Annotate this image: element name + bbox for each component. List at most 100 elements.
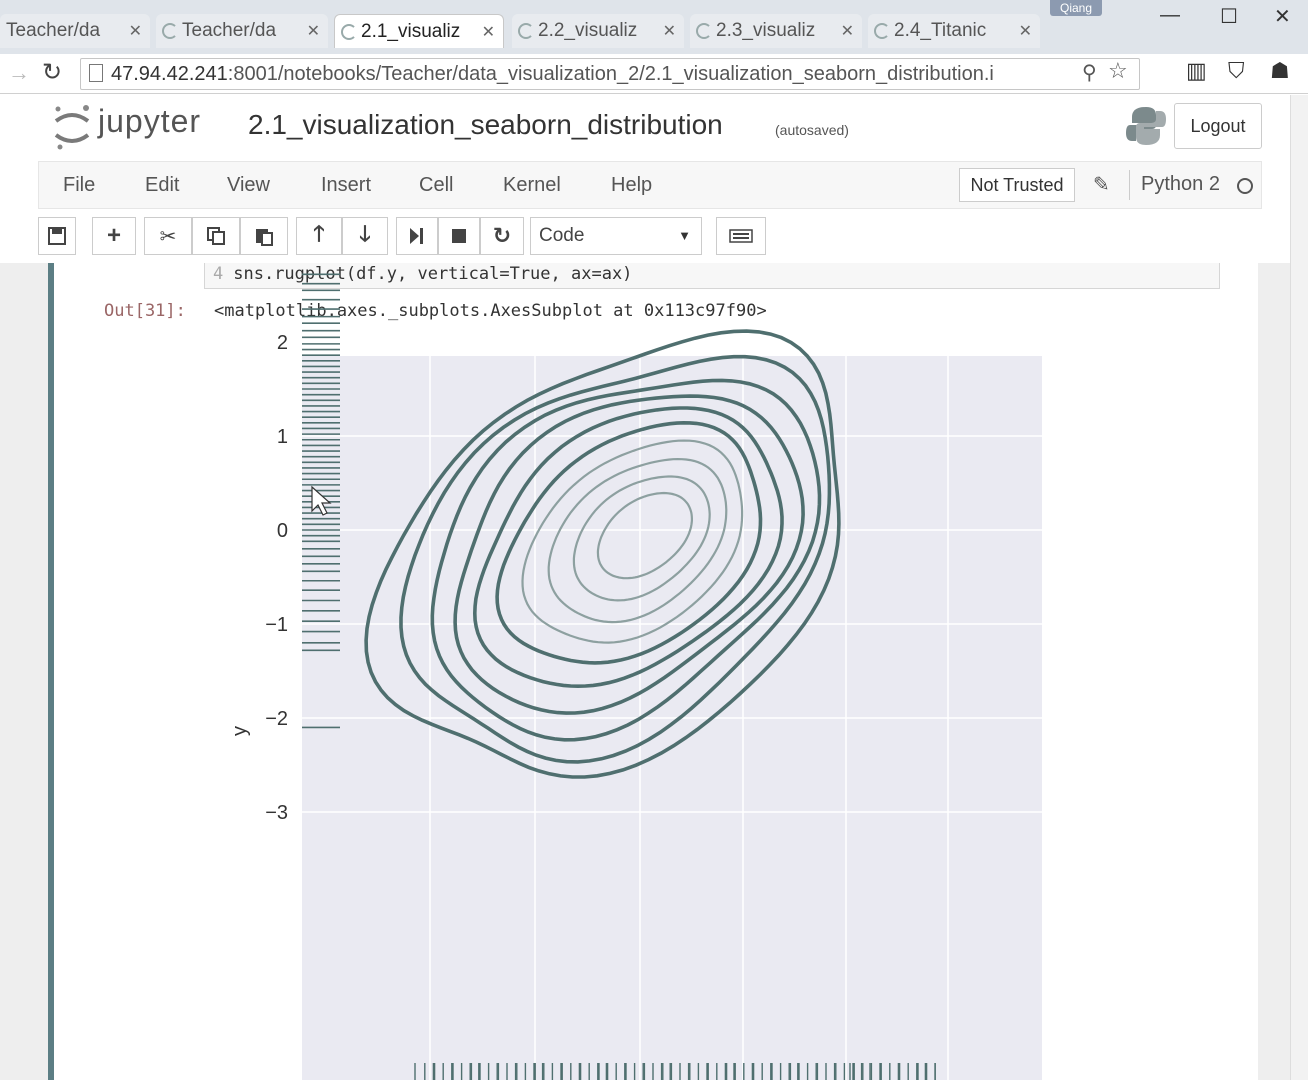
- browser-tab-label: Teacher/da: [182, 20, 277, 41]
- kde-contour: [399, 354, 832, 764]
- cell-type-select[interactable]: Code ▼: [530, 217, 702, 255]
- browser-tab-1[interactable]: Teacher/da ✕: [0, 14, 150, 48]
- scissors-icon: ✂: [159, 225, 177, 248]
- paste-button[interactable]: [240, 217, 288, 255]
- run-icon: [410, 228, 423, 244]
- address-bar[interactable]: 47.94.42.241:8001/notebooks/Teacher/data…: [80, 58, 1140, 90]
- restart-button[interactable]: ↻: [480, 217, 524, 255]
- kde-contour: [596, 491, 693, 580]
- jupyter-logo-icon[interactable]: [50, 103, 94, 151]
- close-icon[interactable]: ✕: [1018, 23, 1032, 40]
- not-trusted-button[interactable]: Not Trusted: [959, 168, 1075, 202]
- page-scrollbar[interactable]: [1290, 95, 1308, 1080]
- close-icon[interactable]: ✕: [840, 23, 854, 40]
- url-path: :8001/notebooks/Teacher/data_visualizati…: [227, 63, 994, 85]
- autosave-status: (autosaved): [775, 122, 849, 138]
- y-tick-label: 0: [277, 520, 288, 542]
- logout-button[interactable]: Logout: [1174, 103, 1262, 149]
- menu-insert[interactable]: Insert: [321, 174, 372, 196]
- menu-cell[interactable]: Cell: [419, 174, 454, 196]
- loading-icon: [341, 24, 357, 40]
- grid-layer: [302, 356, 1042, 1080]
- kde-contour: [495, 420, 763, 665]
- tick-layer: 43210−1−2−3: [265, 332, 288, 824]
- run-button[interactable]: [396, 217, 438, 255]
- code-line: sns.rugplot(df.y, vertical=True, ax=ax): [233, 264, 633, 284]
- menu-kernel[interactable]: Kernel: [503, 174, 561, 196]
- user-badge[interactable]: Qiang: [1050, 0, 1102, 16]
- menu-view[interactable]: View: [227, 174, 270, 196]
- arrow-up-icon: 🡑: [313, 221, 325, 246]
- pencil-icon[interactable]: ✎: [1093, 174, 1110, 196]
- kde-contour: [430, 378, 822, 742]
- kde-contour: [547, 457, 728, 624]
- loading-icon: [162, 23, 178, 39]
- browser-tab-6[interactable]: 2.4_Titanic ✕: [868, 14, 1040, 48]
- jupyter-logo-text[interactable]: jupyter: [98, 103, 202, 139]
- kernel-status-icon: [1237, 178, 1253, 194]
- browser-tab-label: 2.4_Titanic: [894, 20, 987, 41]
- menu-help[interactable]: Help: [611, 174, 653, 196]
- browser-tab-2[interactable]: Teacher/da ✕: [156, 14, 328, 48]
- browser-tab-5[interactable]: 2.3_visualiz ✕: [690, 14, 862, 48]
- close-icon[interactable]: ✕: [306, 23, 320, 40]
- move-up-button[interactable]: 🡑: [296, 217, 342, 255]
- reload-icon[interactable]: ↻: [42, 59, 63, 86]
- cut-button[interactable]: ✂: [144, 217, 192, 255]
- kde-contour: [521, 439, 744, 644]
- contour-layer: [364, 329, 841, 779]
- restart-icon: ↻: [492, 223, 512, 248]
- y-axis-label: y: [229, 726, 251, 736]
- save-button[interactable]: [38, 217, 76, 255]
- save-icon: [48, 227, 66, 245]
- line-number: 4: [213, 264, 224, 284]
- menu-file[interactable]: File: [63, 174, 96, 196]
- copy-icon: [207, 227, 225, 245]
- stop-button[interactable]: [438, 217, 480, 255]
- code-cell-tail[interactable]: 4 sns.rugplot(df.y, vertical=True, ax=ax): [204, 263, 1220, 289]
- caret-down-icon: ▼: [678, 228, 691, 243]
- browser-tab-4[interactable]: 2.2_visualiz ✕: [512, 14, 684, 48]
- jupyter-header: jupyter 2.1_visualization_seaborn_distri…: [0, 95, 1290, 263]
- close-icon[interactable]: ✕: [662, 23, 676, 40]
- close-icon[interactable]: ✕: [481, 24, 495, 41]
- forward-icon[interactable]: →: [8, 60, 30, 85]
- shield-icon[interactable]: ⛉: [1228, 58, 1245, 83]
- browser-tab-label: Teacher/da: [6, 20, 101, 41]
- copy-button[interactable]: [192, 217, 240, 255]
- browser-tabbar: Teacher/da ✕ Teacher/da ✕ 2.1_visualiz ✕…: [0, 0, 1308, 54]
- output-text: <matplotlib.axes._subplots.AxesSubplot a…: [214, 301, 767, 321]
- add-cell-button[interactable]: +: [92, 217, 136, 255]
- y-tick-label: −2: [265, 708, 288, 730]
- zoom-icon[interactable]: ⚲: [1082, 62, 1097, 84]
- arrow-down-icon: 🡓: [359, 221, 371, 246]
- notebook-area: 4 sns.rugplot(df.y, vertical=True, ax=ax)…: [0, 263, 1290, 1080]
- keyboard-shortcuts-button[interactable]: [716, 217, 766, 255]
- star-icon[interactable]: ☆: [1108, 58, 1128, 83]
- menubar-divider: [1129, 170, 1130, 200]
- address-row: → ↻ 47.94.42.241:8001/notebooks/Teacher/…: [0, 54, 1308, 94]
- close-window-icon[interactable]: ✕: [1274, 6, 1291, 28]
- browser-tab-label: 2.2_visualiz: [538, 20, 638, 41]
- y-tick-label: 2: [277, 332, 288, 354]
- plus-icon: +: [106, 222, 121, 249]
- browser-tab-3[interactable]: 2.1_visualiz ✕: [334, 14, 504, 48]
- menubar: File Edit View Insert Cell Kernel Help N…: [38, 161, 1262, 209]
- menu-edit[interactable]: Edit: [145, 174, 180, 196]
- extension-icon[interactable]: ▥: [1186, 58, 1207, 83]
- kde-contour: [472, 406, 784, 689]
- close-icon[interactable]: ✕: [128, 23, 142, 40]
- minimize-icon[interactable]: —: [1160, 4, 1180, 26]
- loading-icon: [696, 23, 712, 39]
- notebook-name[interactable]: 2.1_visualization_seaborn_distribution: [248, 109, 723, 140]
- y-tick-label: −3: [265, 802, 288, 824]
- url-host: 47.94.42.241: [111, 63, 228, 85]
- stop-icon: [452, 229, 466, 243]
- keyboard-icon: [729, 229, 753, 243]
- move-down-button[interactable]: 🡓: [342, 217, 388, 255]
- maximize-icon[interactable]: ☐: [1220, 6, 1238, 28]
- output-prompt: Out[31]:: [104, 301, 186, 321]
- rug-layer: [302, 273, 340, 729]
- browser-tab-label: 2.1_visualiz: [361, 20, 461, 42]
- menu-icon[interactable]: ☗: [1270, 58, 1290, 83]
